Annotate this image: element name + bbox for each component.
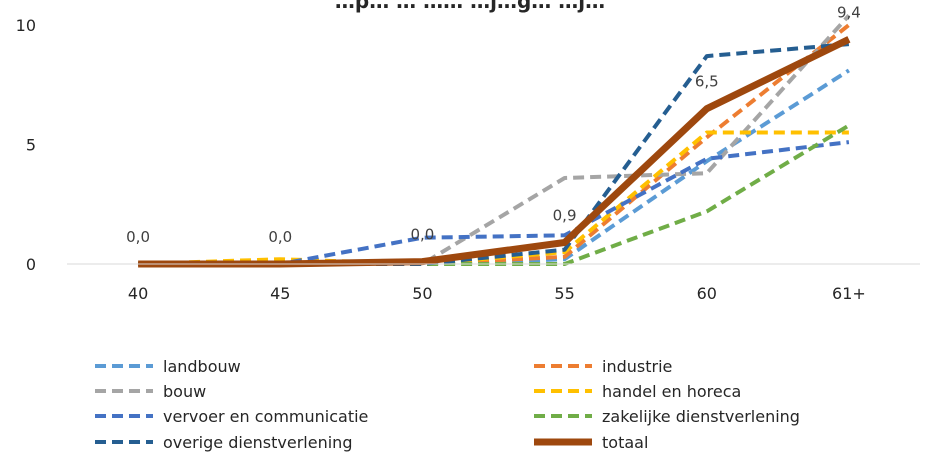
legend: landbouw industrie bouw handel en horeca ver… <box>95 357 800 452</box>
data-labels: 0,0 0,0 0,0 0,9 6,5 9,4 <box>126 3 861 246</box>
chart-title: …p… … …… …j…g… …j… <box>335 0 605 13</box>
legend-label: bouw <box>163 382 206 401</box>
x-tick-label: 40 <box>128 284 148 303</box>
x-tick-label: 45 <box>270 284 290 303</box>
series-line-totaal <box>138 36 851 268</box>
series-line-handel-en-horeca <box>138 130 849 266</box>
data-label: 0,9 <box>553 206 577 224</box>
series-line-vervoer-en-communicatie <box>138 140 850 266</box>
plot-lines <box>138 14 851 268</box>
series-line-overige-dienstverlening <box>138 42 850 266</box>
data-label: 0,0 <box>410 226 434 244</box>
data-label: 9,4 <box>837 3 861 21</box>
legend-label: vervoer en communicatie <box>163 407 368 426</box>
axes: 0 5 10 40 45 50 55 60 61+ <box>16 16 920 303</box>
legend-label: overige dienstverlening <box>163 433 352 452</box>
legend-label: handel en horeca <box>602 382 741 401</box>
y-tick-label: 10 <box>16 16 36 35</box>
x-tick-label: 55 <box>554 284 574 303</box>
legend-label: landbouw <box>163 357 241 376</box>
series-line-bouw <box>138 14 851 266</box>
legend-label: industrie <box>602 357 672 376</box>
data-label: 6,5 <box>695 73 719 91</box>
x-tick-label: 60 <box>697 284 717 303</box>
y-tick-label: 0 <box>26 255 36 274</box>
x-tick-label: 61+ <box>832 284 866 303</box>
data-label: 0,0 <box>126 228 150 246</box>
legend-label: zakelijke dienstverlening <box>602 407 800 426</box>
data-label: 0,0 <box>268 228 292 246</box>
legend-label: totaal <box>602 433 648 452</box>
series-line-zakelijke-dienstverlening <box>138 123 850 266</box>
y-tick-label: 5 <box>26 136 36 155</box>
series-line-industrie <box>138 23 851 266</box>
x-tick-label: 50 <box>412 284 432 303</box>
